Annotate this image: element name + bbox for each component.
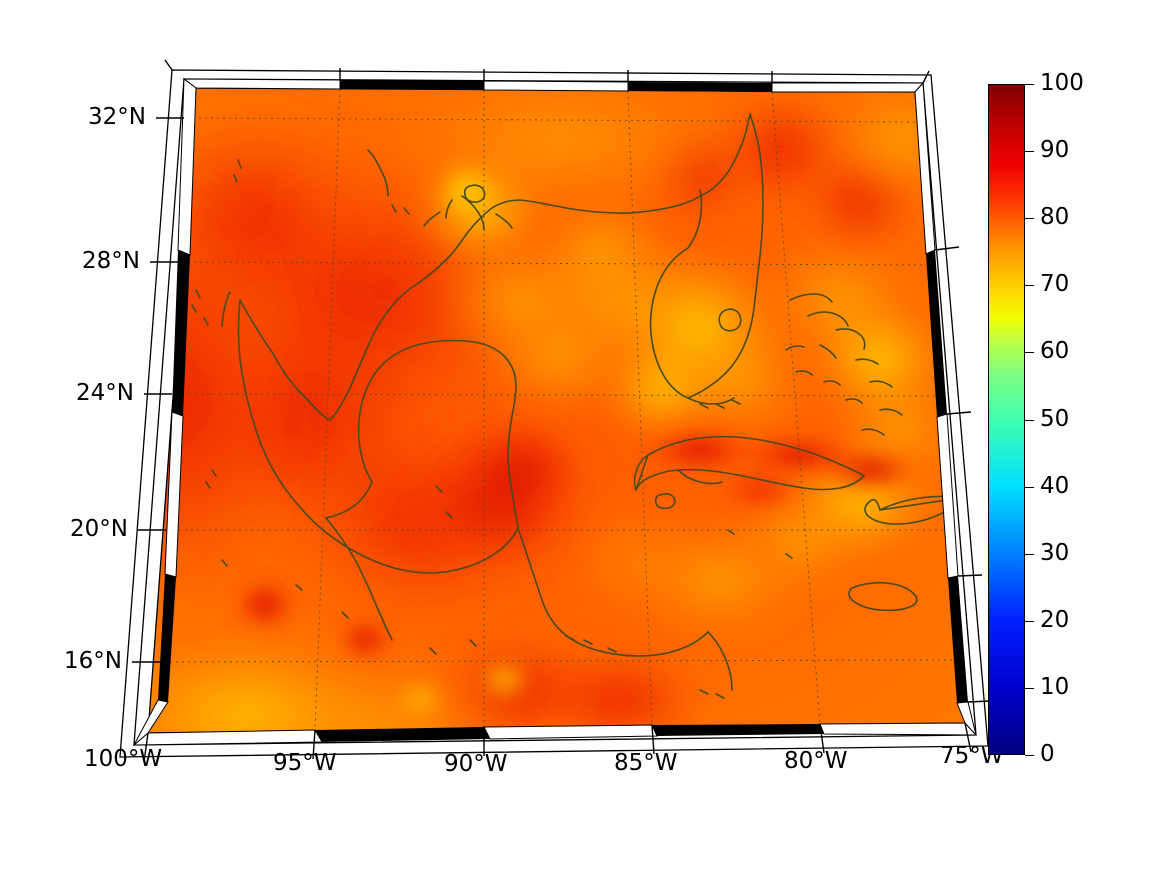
lat-tick-label-28N: 28°N: [82, 248, 140, 274]
colorbar-label-60: 60: [1040, 338, 1070, 364]
lon-tick-label-100W: 100°W: [84, 746, 163, 772]
colorbar-tick-50: [1025, 420, 1034, 421]
colorbar-gradient-box: [988, 84, 1025, 755]
lon-tick-label-90W: 90°W: [444, 751, 508, 777]
map-svg: [119, 59, 991, 763]
colorbar-tick-80: [1025, 218, 1034, 219]
colorbar-label-70: 70: [1040, 271, 1070, 297]
colorbar-label-80: 80: [1040, 204, 1070, 230]
colorbar-tick-70: [1025, 285, 1034, 286]
colorbar[interactable]: 0 10 20 30 40 50 60 70 80 90 100: [988, 72, 1167, 767]
colorbar-tick-100: [1025, 84, 1034, 85]
coastlines: [191, 113, 961, 699]
colorbar-label-90: 90: [1040, 137, 1070, 163]
colorbar-label-10: 10: [1040, 674, 1070, 700]
lon-tick-label-80W: 80°W: [784, 748, 848, 774]
lat-tick-label-16N: 16°N: [64, 648, 122, 674]
colorbar-tick-30: [1025, 554, 1034, 555]
axis-ticks: [132, 59, 991, 763]
lon-tick-label-95W: 95°W: [273, 750, 337, 776]
colorbar-label-0: 0: [1040, 741, 1055, 767]
colorbar-tick-40: [1025, 487, 1034, 488]
colorbar-tick-60: [1025, 352, 1034, 353]
colorbar-tick-90: [1025, 151, 1034, 152]
colorbar-label-20: 20: [1040, 607, 1070, 633]
map-plot-area[interactable]: 32°N 28°N 24°N 20°N 16°N 100°W 95°W 90°W…: [0, 0, 1004, 800]
scalar-field: [148, 88, 965, 733]
graticule: [148, 88, 965, 733]
colorbar-tick-20: [1025, 621, 1034, 622]
lat-tick-label-20N: 20°N: [70, 516, 128, 542]
colorbar-label-30: 30: [1040, 540, 1070, 566]
colorbar-tick-10: [1025, 688, 1034, 689]
colorbar-label-40: 40: [1040, 473, 1070, 499]
lon-tick-label-75W: 75°W: [940, 743, 1004, 769]
colorbar-gradient: [989, 85, 1024, 754]
lat-tick-label-24N: 24°N: [76, 380, 134, 406]
map-frame-ticks: [132, 78, 978, 746]
colorbar-label-100: 100: [1040, 70, 1084, 96]
lat-tick-label-32N: 32°N: [88, 104, 146, 130]
colorbar-tick-0: [1025, 755, 1034, 756]
colorbar-label-50: 50: [1040, 406, 1070, 432]
lon-tick-label-85W: 85°W: [614, 750, 678, 776]
